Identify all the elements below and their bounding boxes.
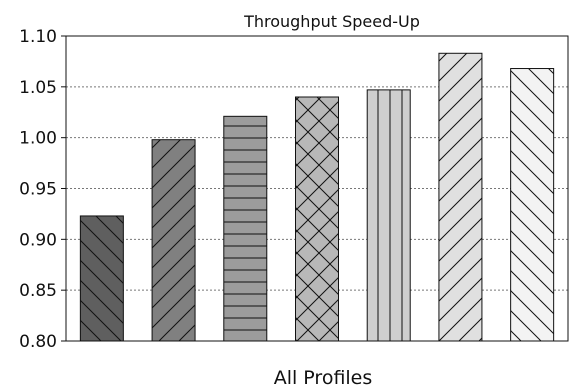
bar-6 — [438, 52, 483, 342]
y-tick-label: 0.80 — [19, 332, 57, 352]
chart-title: Throughput Speed-Up — [243, 12, 420, 31]
y-tick-label: 1.10 — [19, 27, 57, 47]
bar-7 — [510, 68, 555, 342]
y-axis: 0.80 0.85 0.90 0.95 1.00 1.05 1.10 — [19, 27, 66, 352]
y-tick-label: 0.85 — [19, 281, 57, 301]
x-axis-label: All Profiles — [274, 367, 373, 389]
y-tick-label: 0.95 — [19, 180, 57, 200]
bar-3 — [223, 115, 268, 342]
bar-4 — [295, 96, 339, 342]
bar-5 — [366, 89, 411, 342]
bar-1 — [79, 215, 124, 342]
y-tick-label: 1.00 — [19, 129, 57, 149]
y-tick-label: 1.05 — [19, 78, 57, 98]
bar-2 — [151, 139, 196, 342]
bars — [79, 52, 555, 342]
y-tick-label: 0.90 — [19, 230, 57, 250]
